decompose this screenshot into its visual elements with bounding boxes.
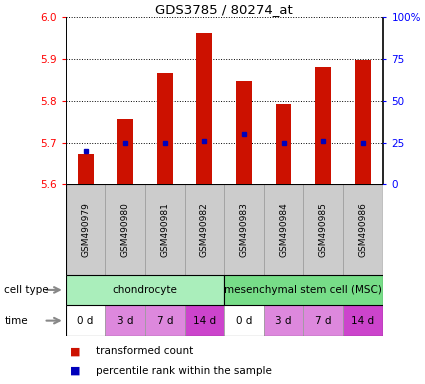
Bar (196, 33, 212, 184)
Text: 3 d: 3 d (275, 316, 292, 326)
Text: 0 d: 0 d (77, 316, 94, 326)
Bar (315, 66, 331, 184)
Text: time: time (4, 316, 28, 326)
Text: 14 d: 14 d (351, 316, 374, 326)
Text: percentile rank within the sample: percentile rank within the sample (96, 366, 272, 376)
Bar (303, 184, 343, 275)
Text: 7 d: 7 d (156, 316, 173, 326)
Text: 7 d: 7 d (315, 316, 332, 326)
Bar (105, 184, 145, 275)
Bar (236, 81, 252, 184)
Text: GSM490984: GSM490984 (279, 202, 288, 257)
Text: ■: ■ (70, 366, 81, 376)
Bar (355, 60, 371, 184)
Text: chondrocyte: chondrocyte (113, 285, 178, 295)
Bar (66, 184, 105, 275)
Bar (343, 305, 382, 336)
Bar (145, 184, 184, 275)
Bar (276, 104, 292, 184)
Bar (184, 184, 224, 275)
Bar (105, 305, 145, 336)
Text: GSM490981: GSM490981 (160, 202, 169, 257)
Text: transformed count: transformed count (96, 346, 193, 356)
Bar (184, 305, 224, 336)
Bar (78, 154, 94, 184)
Text: mesenchymal stem cell (MSC): mesenchymal stem cell (MSC) (224, 285, 382, 295)
Bar (264, 184, 303, 275)
Text: 14 d: 14 d (193, 316, 216, 326)
Text: cell type: cell type (4, 285, 49, 295)
Text: GSM490985: GSM490985 (319, 202, 328, 257)
Bar (224, 305, 264, 336)
Text: GSM490982: GSM490982 (200, 202, 209, 257)
Bar (343, 184, 382, 275)
Bar (145, 305, 184, 336)
Text: GSM490983: GSM490983 (239, 202, 249, 257)
Bar (303, 305, 343, 336)
Bar (264, 305, 303, 336)
Bar (224, 275, 382, 305)
Title: GDS3785 / 80274_at: GDS3785 / 80274_at (155, 3, 293, 16)
Text: 3 d: 3 d (117, 316, 133, 326)
Bar (157, 73, 173, 184)
Bar (66, 305, 105, 336)
Text: 0 d: 0 d (236, 316, 252, 326)
Text: ■: ■ (70, 346, 81, 356)
Bar (117, 119, 133, 184)
Text: GSM490979: GSM490979 (81, 202, 90, 257)
Bar (224, 184, 264, 275)
Text: GSM490986: GSM490986 (358, 202, 367, 257)
Bar (66, 275, 224, 305)
Text: GSM490980: GSM490980 (121, 202, 130, 257)
